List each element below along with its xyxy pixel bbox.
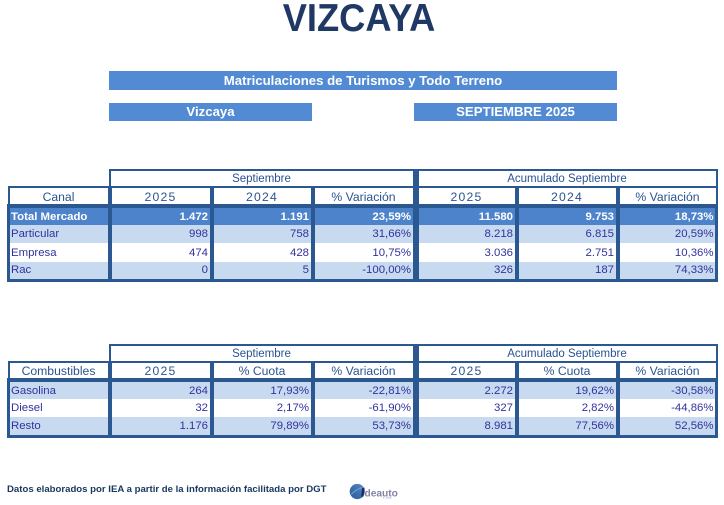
svg-text:deauto: deauto [365,488,398,499]
svg-text:s. coop.: s. coop. [383,497,392,500]
